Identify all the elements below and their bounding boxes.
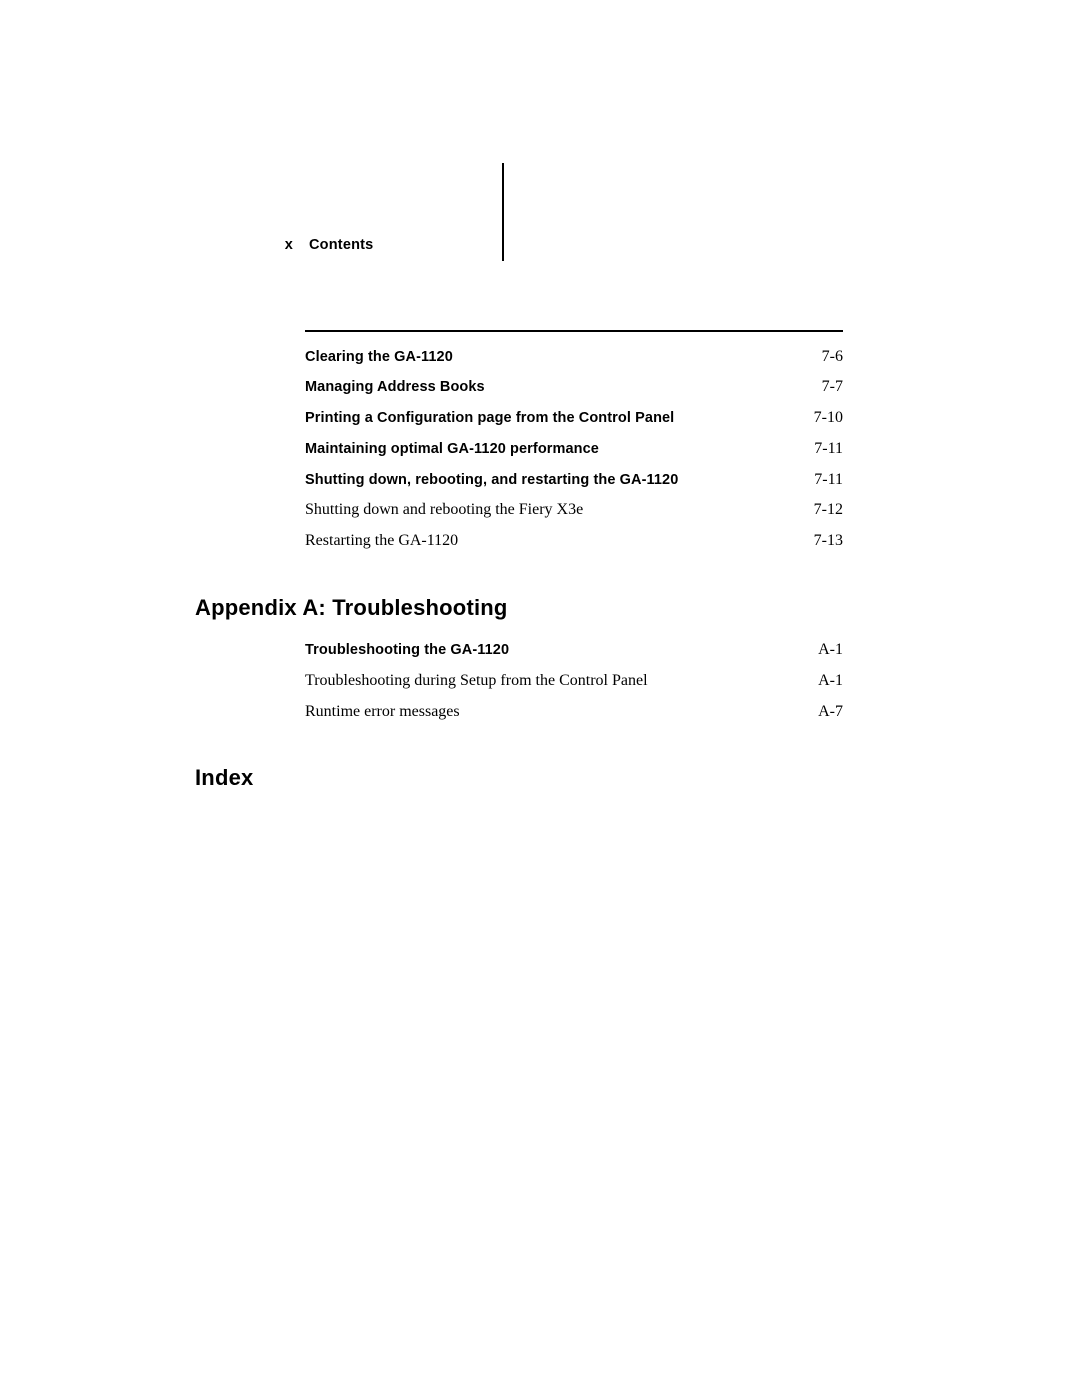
toc-row: Troubleshooting during Setup from the Co… [305, 666, 843, 697]
toc-title: Troubleshooting the GA-1120 [305, 639, 509, 661]
header-title: Contents [301, 237, 373, 253]
toc-block-0: Clearing the GA-1120 7-6 Managing Addres… [305, 330, 843, 557]
toc-top-rule [305, 330, 843, 332]
toc-pageno: 7-13 [802, 529, 843, 554]
toc-pageno: A-7 [806, 700, 843, 725]
toc-pageno: A-1 [806, 669, 843, 694]
toc-row: Printing a Configuration page from the C… [305, 403, 843, 434]
running-header: xContents [195, 237, 843, 253]
toc-title: Printing a Configuration page from the C… [305, 407, 674, 429]
page-number: x [195, 237, 301, 253]
section-heading-index: Index [195, 765, 843, 791]
toc-content: Clearing the GA-1120 7-6 Managing Addres… [195, 330, 843, 805]
toc-title: Restarting the GA-1120 [305, 529, 458, 554]
toc-title: Managing Address Books [305, 376, 485, 398]
toc-block-1: Troubleshooting the GA-1120 A-1 Troubles… [305, 635, 843, 727]
toc-pageno: A-1 [806, 638, 843, 663]
toc-pageno: 7-10 [802, 406, 843, 431]
toc-row: Runtime error messages A-7 [305, 697, 843, 728]
toc-pageno: 7-12 [802, 498, 843, 523]
toc-row: Troubleshooting the GA-1120 A-1 [305, 635, 843, 666]
toc-pageno: 7-11 [802, 437, 843, 462]
toc-title: Shutting down and rebooting the Fiery X3… [305, 498, 583, 523]
toc-title: Troubleshooting during Setup from the Co… [305, 669, 648, 694]
toc-row: Clearing the GA-1120 7-6 [305, 342, 843, 373]
toc-pageno: 7-7 [810, 375, 843, 400]
toc-row: Restarting the GA-1120 7-13 [305, 526, 843, 557]
toc-row: Maintaining optimal GA-1120 performance … [305, 434, 843, 465]
toc-row: Shutting down and rebooting the Fiery X3… [305, 495, 843, 526]
toc-pageno: 7-11 [802, 468, 843, 493]
toc-row: Managing Address Books 7-7 [305, 372, 843, 403]
toc-title: Shutting down, rebooting, and restarting… [305, 469, 678, 491]
toc-title: Runtime error messages [305, 700, 460, 725]
toc-title: Clearing the GA-1120 [305, 346, 453, 368]
toc-pageno: 7-6 [810, 345, 843, 370]
section-heading-appendix-a: Appendix A: Troubleshooting [195, 595, 843, 621]
toc-row: Shutting down, rebooting, and restarting… [305, 465, 843, 496]
toc-title: Maintaining optimal GA-1120 performance [305, 438, 599, 460]
